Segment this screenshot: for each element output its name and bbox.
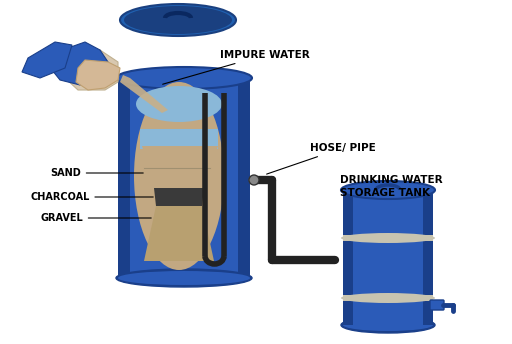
Ellipse shape xyxy=(136,86,222,122)
Polygon shape xyxy=(48,42,108,85)
Polygon shape xyxy=(76,60,120,90)
Ellipse shape xyxy=(118,271,250,285)
Ellipse shape xyxy=(116,269,252,287)
Polygon shape xyxy=(142,146,218,186)
Ellipse shape xyxy=(124,6,232,34)
Polygon shape xyxy=(144,206,214,261)
Polygon shape xyxy=(22,42,72,78)
FancyBboxPatch shape xyxy=(343,295,433,301)
Ellipse shape xyxy=(249,175,259,185)
Ellipse shape xyxy=(341,233,435,243)
Text: DRINKING WATER
STORAGE TANK: DRINKING WATER STORAGE TANK xyxy=(340,175,443,198)
FancyBboxPatch shape xyxy=(430,300,444,310)
Ellipse shape xyxy=(341,293,435,303)
Ellipse shape xyxy=(120,4,236,36)
FancyBboxPatch shape xyxy=(343,235,433,241)
FancyBboxPatch shape xyxy=(118,78,250,278)
Polygon shape xyxy=(154,188,204,206)
Ellipse shape xyxy=(341,181,435,199)
Ellipse shape xyxy=(134,82,224,270)
FancyBboxPatch shape xyxy=(140,129,218,149)
FancyBboxPatch shape xyxy=(118,78,130,278)
FancyBboxPatch shape xyxy=(238,78,250,278)
Text: HOSE/ PIPE: HOSE/ PIPE xyxy=(267,143,376,174)
Text: IMPURE WATER: IMPURE WATER xyxy=(163,50,310,84)
Ellipse shape xyxy=(116,67,252,89)
FancyBboxPatch shape xyxy=(423,190,433,325)
Polygon shape xyxy=(120,75,168,113)
FancyBboxPatch shape xyxy=(343,190,353,325)
Polygon shape xyxy=(65,50,118,90)
Text: SAND: SAND xyxy=(50,168,143,178)
Ellipse shape xyxy=(343,319,433,331)
Ellipse shape xyxy=(341,317,435,333)
FancyBboxPatch shape xyxy=(343,190,433,325)
Text: CHARCOAL: CHARCOAL xyxy=(30,192,153,202)
Text: GRAVEL: GRAVEL xyxy=(40,213,151,223)
